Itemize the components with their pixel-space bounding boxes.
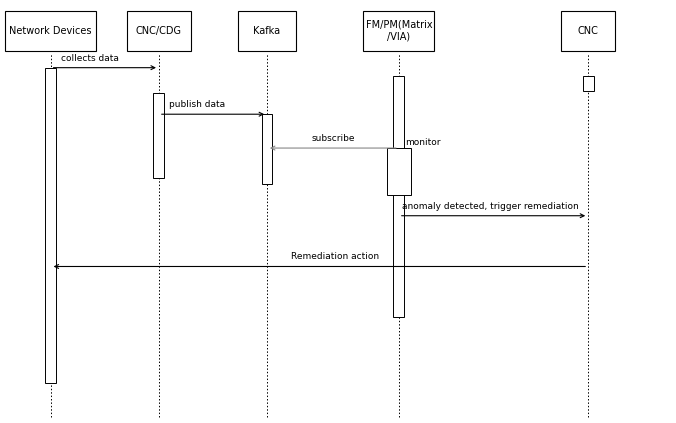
Bar xyxy=(5,11,96,51)
Text: Kafka: Kafka xyxy=(254,26,281,36)
Text: Remediation action: Remediation action xyxy=(291,253,379,261)
Bar xyxy=(262,114,272,184)
Bar xyxy=(153,93,164,178)
Bar xyxy=(364,11,434,51)
Text: CNC: CNC xyxy=(578,26,598,36)
Text: publish data: publish data xyxy=(169,100,225,109)
Text: Network Devices: Network Devices xyxy=(9,26,92,36)
Text: collects data: collects data xyxy=(61,54,119,63)
Bar xyxy=(583,76,594,91)
Bar xyxy=(393,76,404,317)
Text: monitor: monitor xyxy=(406,138,441,147)
Bar xyxy=(561,11,615,51)
Bar xyxy=(387,148,411,195)
Bar xyxy=(45,68,56,383)
Bar xyxy=(127,11,191,51)
Text: CNC/CDG: CNC/CDG xyxy=(136,26,182,36)
Text: subscribe: subscribe xyxy=(311,134,355,143)
Text: FM/PM(Matrix
/VIA): FM/PM(Matrix /VIA) xyxy=(366,20,432,41)
Bar xyxy=(239,11,296,51)
Text: anomaly detected, trigger remediation: anomaly detected, trigger remediation xyxy=(402,202,579,211)
